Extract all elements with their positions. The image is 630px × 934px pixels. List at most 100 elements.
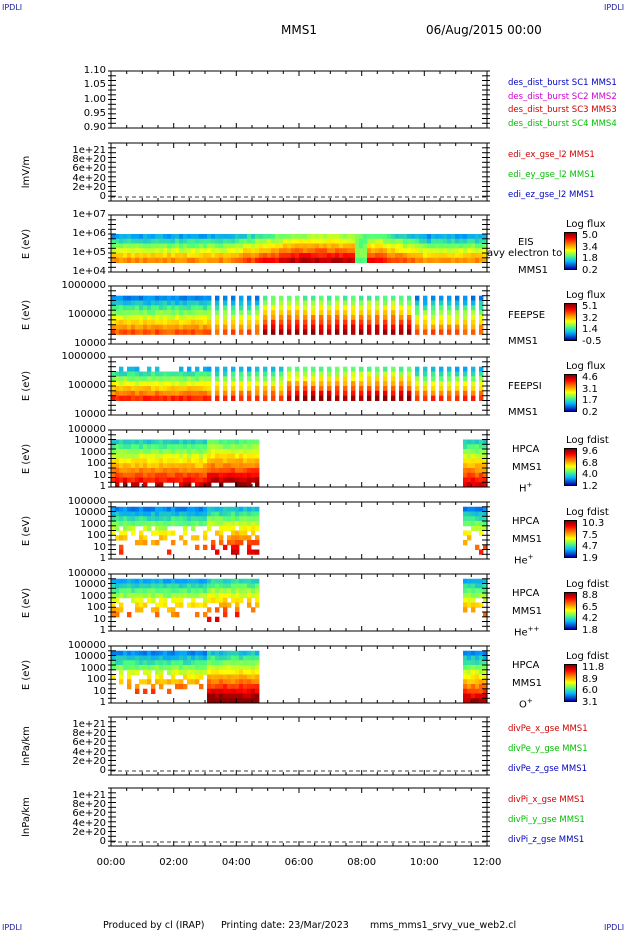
spectrogram-cell <box>471 511 476 517</box>
spectrogram-cell <box>135 597 140 603</box>
spectrogram-cell <box>183 530 188 536</box>
spectrogram-cell <box>223 612 228 618</box>
spectrogram-cell <box>171 593 176 599</box>
spectrogram-cell <box>143 665 148 671</box>
spectrogram-cell <box>199 395 204 401</box>
spectrogram-cell <box>223 693 228 699</box>
spectrogram-cell <box>127 674 132 680</box>
panel-10-frame <box>110 787 488 847</box>
spectrogram-cell <box>211 238 216 244</box>
spectrogram-cell <box>123 376 128 382</box>
spectrogram-cell <box>471 482 476 488</box>
spectrogram-cell <box>187 463 192 469</box>
spectrogram-cell <box>207 439 212 445</box>
spectrogram-cell <box>395 243 400 249</box>
spectrogram-cell <box>223 597 228 603</box>
spectrogram-cell <box>143 243 148 249</box>
spectrogram-cell <box>143 521 148 527</box>
corner-label-tl: IPDLI <box>2 3 23 12</box>
spectrogram-cell <box>343 366 348 372</box>
spectrogram-cell <box>215 516 220 522</box>
panel-9-ytick: 4e+20 <box>72 746 106 758</box>
spectrogram-cell <box>155 310 160 316</box>
spectrogram-cell <box>207 376 212 382</box>
spectrogram-cell <box>303 238 308 244</box>
spectrogram-cell <box>223 583 228 589</box>
panel-4-frame <box>110 356 488 416</box>
spectrogram-cell <box>471 257 476 263</box>
spectrogram-cell <box>155 390 160 397</box>
spectrogram-cell <box>239 463 244 469</box>
spectrogram-cell <box>143 669 148 675</box>
spectrogram-cell <box>303 395 308 401</box>
spectrogram-cell <box>159 674 164 680</box>
spectrogram-cell <box>167 371 172 377</box>
spectrogram-cell <box>195 453 200 459</box>
spectrogram-cell <box>207 295 212 301</box>
spectrogram-cell <box>419 248 424 254</box>
spectrogram-cell <box>191 310 196 316</box>
spectrogram-cell <box>327 310 332 316</box>
spectrogram-cell <box>227 253 232 259</box>
spectrogram-cell <box>231 674 236 680</box>
spectrogram-cell <box>167 511 172 517</box>
panel-9-legend-entry: divPe_y_gse MMS1 <box>508 744 588 754</box>
spectrogram-cell <box>423 395 428 401</box>
spectrogram-cell <box>159 535 164 541</box>
spectrogram-cell <box>391 257 396 263</box>
spectrogram-cell <box>359 366 364 372</box>
spectrogram-cell <box>163 371 168 377</box>
spectrogram-cell <box>463 248 468 254</box>
spectrogram-cell <box>195 257 200 263</box>
spectrogram-cell <box>327 248 332 254</box>
spectrogram-cell <box>175 315 180 321</box>
spectrogram-cell <box>243 665 248 671</box>
spectrogram-cell <box>155 319 160 326</box>
spectrogram-cell <box>223 669 228 675</box>
spectrogram-cell <box>199 257 204 263</box>
spectrogram-cell <box>255 684 260 690</box>
panel-10-legend-entry: divPi_y_gse MMS1 <box>508 815 585 825</box>
spectrogram-cell <box>447 371 452 377</box>
spectrogram-cell <box>247 238 252 244</box>
spectrogram-cell <box>111 390 116 397</box>
spectrogram-cell <box>159 386 164 392</box>
spectrogram-cell <box>235 234 240 240</box>
spectrogram-cell <box>203 234 208 240</box>
spectrogram-cell <box>179 665 184 671</box>
spectrogram-cell <box>223 371 228 377</box>
spectrogram-cell <box>399 366 404 372</box>
spectrogram-cell <box>231 381 236 387</box>
spectrogram-cell <box>135 578 140 584</box>
spectrogram-cell <box>239 234 244 240</box>
spectrogram-cell <box>239 530 244 536</box>
spectrogram-cell <box>191 315 196 321</box>
spectrogram-cell <box>295 243 300 249</box>
time-axis-tick-label: 10:00 <box>409 857 439 868</box>
spectrogram-cell <box>135 588 140 594</box>
spectrogram-cell <box>139 305 144 311</box>
spectrogram-cell <box>335 248 340 254</box>
spectrogram-cell <box>359 300 364 306</box>
spectrogram-cell <box>247 366 252 372</box>
spectrogram-cell <box>127 324 132 330</box>
spectrogram-cell <box>479 449 484 455</box>
spectrogram-cell <box>155 655 160 661</box>
spectrogram-cell <box>239 395 244 401</box>
spectrogram-cell <box>239 511 244 517</box>
spectrogram-cell <box>463 482 468 488</box>
spectrogram-cell <box>175 329 180 335</box>
spectrogram-cell <box>471 602 476 608</box>
spectrogram-cell <box>415 305 420 311</box>
spectrogram-cell <box>343 324 348 330</box>
spectrogram-cell <box>127 679 132 685</box>
spectrogram-cell <box>203 439 208 445</box>
spectrogram-cell <box>135 305 140 311</box>
spectrogram-cell <box>151 329 156 335</box>
spectrogram-cell <box>155 607 160 613</box>
spectrogram-cell <box>347 234 352 240</box>
spectrogram-cell <box>467 688 472 694</box>
spectrogram-cell <box>383 395 388 401</box>
spectrogram-cell <box>467 234 472 240</box>
spectrogram-cell <box>171 463 176 469</box>
